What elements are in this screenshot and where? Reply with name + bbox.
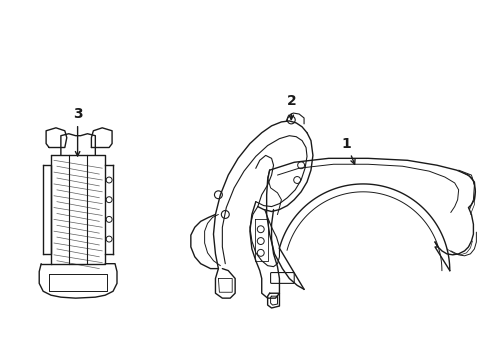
Text: 2: 2 <box>286 94 296 120</box>
Text: 3: 3 <box>73 107 82 156</box>
Text: 1: 1 <box>341 136 354 164</box>
